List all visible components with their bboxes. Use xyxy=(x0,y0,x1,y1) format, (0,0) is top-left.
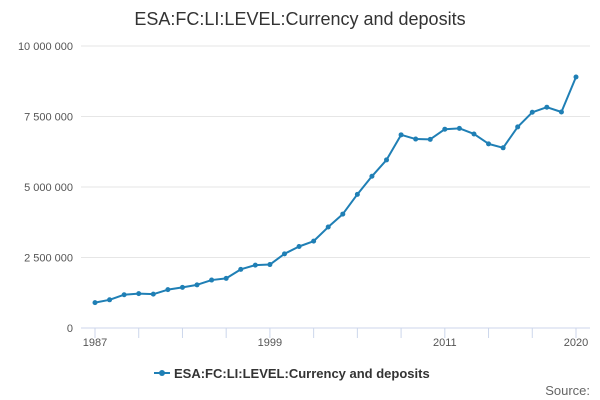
series-line xyxy=(94,76,577,304)
y-tick-label: 10 000 000 xyxy=(18,41,73,53)
data-point xyxy=(311,238,317,244)
data-point xyxy=(209,277,215,283)
x-axis-ticks xyxy=(94,328,577,338)
data-point xyxy=(442,126,448,132)
y-tick-label: 5 000 000 xyxy=(24,182,73,194)
data-point xyxy=(121,292,127,298)
data-point xyxy=(413,136,419,142)
data-point xyxy=(354,191,360,197)
data-point xyxy=(194,282,200,288)
data-point xyxy=(544,104,550,110)
data-point xyxy=(427,136,433,142)
data-point xyxy=(107,297,113,303)
data-point xyxy=(92,300,98,306)
data-point xyxy=(296,244,302,250)
data-point xyxy=(136,291,142,297)
source-credit: Source: xyxy=(545,383,590,398)
data-point xyxy=(384,157,390,163)
y-tick-label: 7 500 000 xyxy=(24,112,73,124)
data-point xyxy=(252,262,258,268)
data-point xyxy=(340,211,346,217)
y-tick-label: 0 xyxy=(67,323,73,335)
data-point xyxy=(150,291,156,297)
y-axis-labels: 0 2 500 000 5 000 000 7 500 000 10 000 000 xyxy=(18,41,73,335)
data-point xyxy=(165,287,171,293)
y-tick-label: 2 500 000 xyxy=(24,253,73,265)
data-point xyxy=(471,131,477,137)
data-point xyxy=(238,266,244,272)
data-point xyxy=(223,275,229,281)
data-point xyxy=(267,262,273,268)
legend-item-label[interactable]: ESA:FC:LI:LEVEL:Currency and deposits xyxy=(174,366,430,381)
x-tick-label: 2020 xyxy=(564,337,588,349)
data-point xyxy=(398,132,404,138)
data-point xyxy=(456,125,462,131)
data-point xyxy=(500,145,506,151)
grid-lines xyxy=(81,45,590,258)
x-tick-label: 1987 xyxy=(83,337,107,349)
x-tick-label: 1999 xyxy=(258,337,282,349)
data-point xyxy=(486,141,492,147)
data-point xyxy=(369,173,375,179)
data-point xyxy=(573,74,579,80)
x-axis-labels: 1987 1999 2011 2020 xyxy=(83,337,588,349)
data-point xyxy=(281,251,287,257)
data-point xyxy=(179,284,185,290)
chart-title: ESA:FC:LI:LEVEL:Currency and deposits xyxy=(134,9,465,29)
x-tick-label: 2011 xyxy=(433,337,457,349)
data-point xyxy=(558,109,564,115)
data-point xyxy=(515,124,521,130)
legend-symbol-marker xyxy=(159,370,165,376)
data-point xyxy=(529,109,535,115)
data-point xyxy=(325,224,331,230)
legend[interactable]: ESA:FC:LI:LEVEL:Currency and deposits xyxy=(154,366,430,381)
series-group xyxy=(92,74,579,306)
